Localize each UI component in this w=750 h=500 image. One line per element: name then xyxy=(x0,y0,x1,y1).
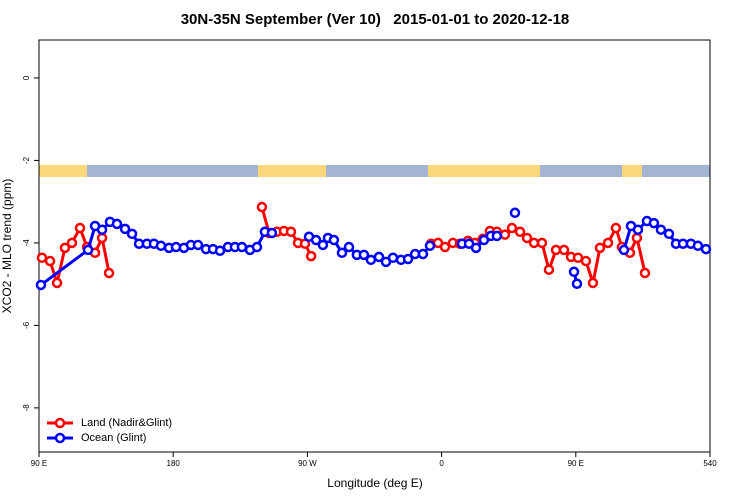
data-point xyxy=(103,267,115,279)
data-point xyxy=(514,226,526,238)
series-line xyxy=(41,224,111,289)
x-tick-label: 0 xyxy=(439,459,444,468)
data-point xyxy=(639,267,651,279)
data-point xyxy=(251,241,263,253)
data-point xyxy=(126,228,138,240)
land-strip xyxy=(428,165,540,177)
y-tick-label: -2 xyxy=(22,156,31,164)
data-point xyxy=(365,254,377,266)
data-point xyxy=(192,239,204,251)
y-axis-label: XCO2 - MLO trend (ppm) xyxy=(0,179,14,314)
data-point xyxy=(692,240,704,252)
series-line xyxy=(40,220,273,287)
data-point xyxy=(632,224,644,235)
data-point xyxy=(594,242,606,254)
data-point xyxy=(310,234,322,246)
data-point xyxy=(424,240,436,252)
y-tick-label: -8 xyxy=(22,404,31,412)
data-point xyxy=(35,279,47,291)
data-point xyxy=(568,266,580,278)
data-point xyxy=(285,226,297,238)
data-point xyxy=(343,241,355,253)
data-point xyxy=(655,224,667,235)
data-point xyxy=(587,277,599,289)
data-point xyxy=(74,222,86,234)
data-point xyxy=(521,232,533,244)
data-point xyxy=(119,223,131,235)
data-point xyxy=(631,232,643,244)
legend-label: Land (Nadir&Glint) xyxy=(81,417,172,429)
data-point xyxy=(328,234,340,246)
data-point xyxy=(155,240,167,252)
data-point xyxy=(336,247,348,259)
data-point xyxy=(82,244,94,256)
data-point xyxy=(59,242,71,254)
data-point xyxy=(509,207,521,219)
data-point xyxy=(36,252,48,264)
series-line xyxy=(430,224,647,289)
data-point xyxy=(491,230,503,242)
data-point xyxy=(580,255,592,267)
data-point xyxy=(402,253,414,265)
data-point xyxy=(610,222,622,234)
y-tick-label: -6 xyxy=(22,321,31,329)
data-point xyxy=(536,237,548,249)
data-point xyxy=(417,248,429,260)
data-point xyxy=(317,239,329,251)
data-point xyxy=(543,264,555,275)
data-point xyxy=(256,201,268,213)
data-point xyxy=(66,237,78,249)
y-tick-label: -4 xyxy=(22,239,31,247)
legend-marker xyxy=(54,432,66,444)
data-point xyxy=(571,278,583,289)
data-point xyxy=(266,227,278,239)
data-point xyxy=(214,245,226,256)
data-point xyxy=(602,237,614,249)
data-point xyxy=(236,241,248,253)
data-point xyxy=(305,250,317,262)
x-tick-label: 90 E xyxy=(31,459,47,468)
data-point xyxy=(648,217,660,229)
x-tick-label: 90 E xyxy=(568,459,584,468)
legend-marker xyxy=(54,417,66,429)
data-point xyxy=(558,244,570,256)
x-tick-label: 90 W xyxy=(298,459,317,468)
x-tick-label: 540 xyxy=(703,459,717,468)
x-tick-label: 180 xyxy=(167,459,181,468)
data-point xyxy=(358,249,370,261)
data-point xyxy=(550,244,562,256)
ocean-strip xyxy=(39,165,710,177)
data-point xyxy=(439,241,451,253)
y-tick-label: 0 xyxy=(22,75,31,80)
land-strip xyxy=(258,165,326,177)
data-point xyxy=(44,255,56,267)
data-point xyxy=(618,244,630,256)
x-axis-label: Longitude (deg E) xyxy=(327,476,422,490)
land-ocean-band xyxy=(39,165,710,177)
legend-label: Ocean (Glint) xyxy=(81,432,146,444)
data-point xyxy=(96,232,108,244)
chart-title: 30N-35N September (Ver 10) 2015-01-01 to… xyxy=(181,11,570,28)
data-point xyxy=(499,229,511,240)
data-point xyxy=(506,222,518,234)
data-point xyxy=(96,224,108,235)
data-point xyxy=(111,218,123,230)
data-point xyxy=(51,277,63,289)
land-strip xyxy=(622,165,642,177)
data-point xyxy=(470,242,482,254)
land-strip xyxy=(39,165,87,177)
data-point xyxy=(663,228,675,240)
data-point xyxy=(700,243,712,255)
data-point xyxy=(387,252,399,264)
data-point xyxy=(373,251,385,263)
